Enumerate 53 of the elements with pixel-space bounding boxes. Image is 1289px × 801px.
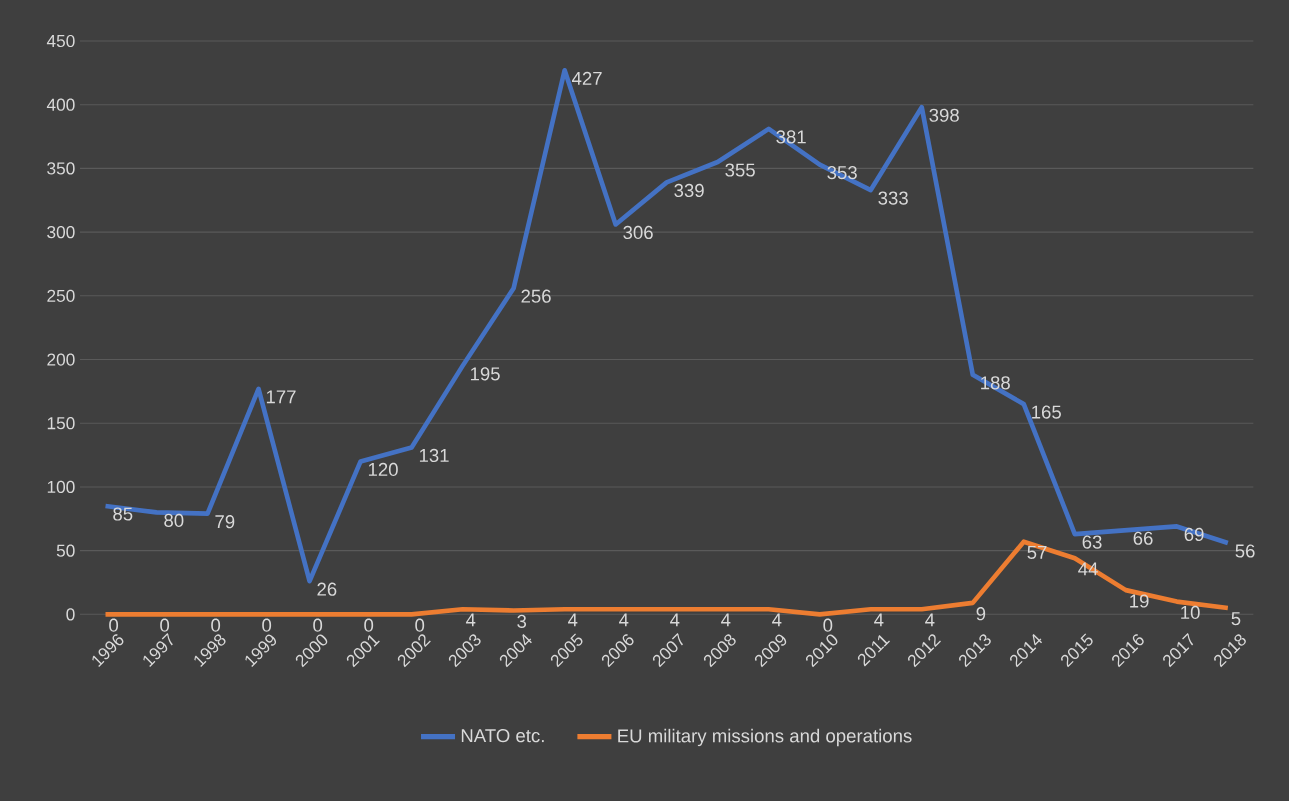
data-label: 4 [874,613,884,627]
data-label: 26 [317,582,337,596]
data-label: 131 [419,448,449,463]
data-label: 427 [571,71,602,85]
data-label: 355 [725,163,755,177]
data-label: 0 [109,618,119,632]
data-label: 66 [1133,531,1153,545]
data-label: 80 [164,513,184,527]
data-label: 333 [878,191,908,205]
data-label: 4 [670,613,680,627]
y-tick-label: 150 [47,417,75,430]
data-label: 398 [929,108,959,122]
data-label: 9 [976,607,986,621]
data-label: 306 [623,225,653,240]
data-label: 85 [113,507,133,521]
y-tick-label: 350 [47,162,75,175]
data-label: 0 [211,618,221,632]
data-label: 0 [823,618,833,632]
data-label: 0 [415,618,425,632]
data-label: 177 [266,390,296,404]
y-tick-label: 250 [47,289,75,302]
y-tick-label: 50 [56,544,75,557]
data-label: 0 [262,618,272,632]
data-label: 56 [1235,544,1255,558]
data-label: 19 [1130,594,1149,608]
y-tick-label: 400 [46,98,75,111]
data-label: 4 [567,613,578,627]
data-label: 57 [1027,545,1047,559]
y-tick-label: 300 [47,225,75,239]
data-label: 0 [364,618,374,632]
data-label: 4 [925,613,935,627]
y-tick-label: 450 [46,34,75,48]
data-label: 3 [517,614,527,628]
data-label: 195 [470,367,500,381]
legend-label: NATO etc. [461,729,544,743]
data-label: 0 [160,618,170,632]
data-label: 4 [465,613,476,627]
data-label: 4 [772,613,782,627]
data-label: 63 [1082,535,1102,549]
y-tick-label: 0 [66,608,75,621]
data-label: 256 [521,289,551,303]
data-label: 0 [313,618,323,632]
data-label: 10 [1181,605,1200,620]
data-label: 4 [619,613,629,627]
data-label: 165 [1032,405,1061,419]
data-label: 5 [1231,612,1241,626]
data-label: 79 [215,515,235,529]
data-label: 120 [368,462,398,477]
data-label: 4 [721,613,731,627]
y-tick-label: 200 [47,353,75,366]
y-tick-label: 100 [47,480,75,494]
data-label: 339 [674,183,704,198]
legend-label: EU military missions and operations [618,728,912,747]
